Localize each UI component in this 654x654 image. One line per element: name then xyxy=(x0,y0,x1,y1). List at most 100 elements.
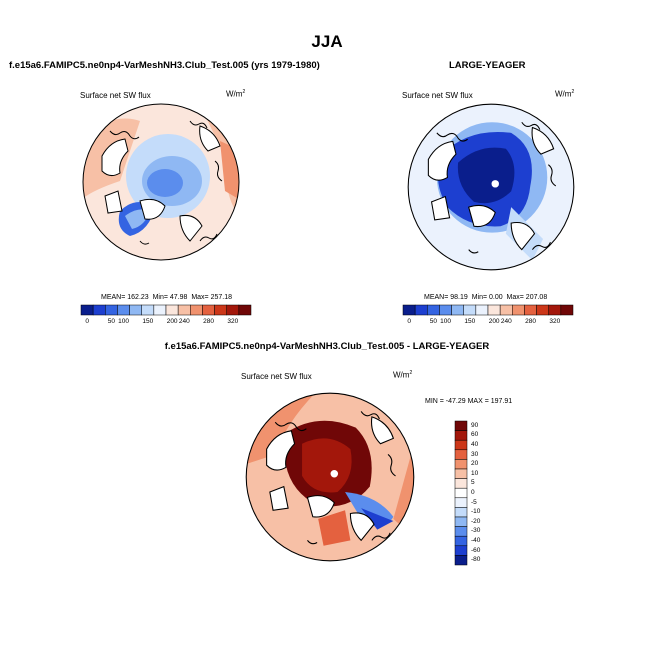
colorbar-box xyxy=(463,304,477,316)
colorbar-tick-label: 280 xyxy=(525,318,536,325)
land-mass xyxy=(179,215,203,242)
colorbar-box xyxy=(214,304,227,316)
figure-title: JJA xyxy=(311,32,343,51)
panel3-stats: MIN = -47.29 MAX = 197.91 xyxy=(425,398,513,405)
colorbar-tick-label: -5 xyxy=(471,498,477,506)
land-mass xyxy=(199,125,221,152)
colorbar-tick-label: -20 xyxy=(471,517,481,525)
map-boundary xyxy=(407,103,575,271)
colorbar-box xyxy=(475,304,489,316)
colorbar-tick-label: 60 xyxy=(471,431,479,439)
colorbar-box xyxy=(454,555,468,566)
colorbar-tick-label: 5 xyxy=(471,479,475,487)
colorbar-tick-label: 240 xyxy=(178,318,190,325)
coastline xyxy=(307,540,318,545)
coastline xyxy=(199,233,218,242)
panel1-map xyxy=(82,103,240,261)
colorbar-box xyxy=(165,304,179,316)
colorbar-tick-label: 40 xyxy=(471,441,479,448)
land-mass xyxy=(531,126,555,155)
colorbar-box xyxy=(402,304,416,316)
panel2-variable-label: Surface net SW flux xyxy=(402,91,473,100)
coastline xyxy=(531,241,551,250)
colorbar-box xyxy=(512,304,525,316)
land-mass xyxy=(269,485,289,511)
colorbar-box xyxy=(427,304,440,316)
colorbar-box xyxy=(105,304,118,316)
coastline xyxy=(371,532,391,541)
colorbar-tick-label: 320 xyxy=(549,318,561,325)
colorbar-box xyxy=(487,304,501,316)
colorbar-box xyxy=(454,420,468,431)
colorbar-tick-label: 90 xyxy=(471,421,479,429)
map-field xyxy=(408,104,574,270)
colorbar-tick-label: 100 xyxy=(440,318,451,325)
colorbar-box xyxy=(454,526,468,537)
colorbar-tick-label: 150 xyxy=(464,318,476,325)
colorbar-tick-label: 150 xyxy=(142,318,154,325)
colorbar-tick-label: 200 xyxy=(166,318,178,325)
colorbar-box xyxy=(560,304,574,316)
colorbar-box xyxy=(454,497,468,508)
land-mass xyxy=(371,416,395,445)
panel2-colorbar-labels: 0 50 100 150 200 240 280 320 xyxy=(403,318,573,328)
panel1-title: f.e15a6.FAMIPC5.ne0np4-VarMeshNH3.Club_T… xyxy=(9,60,320,71)
land-mass xyxy=(101,138,129,177)
colorbar-box xyxy=(536,304,549,316)
pole-hole xyxy=(491,180,499,188)
coastline xyxy=(360,411,380,420)
map-field xyxy=(83,104,239,260)
land-mass xyxy=(430,195,451,221)
land-mass xyxy=(104,190,123,214)
colorbar-box xyxy=(202,304,215,316)
colorbar-box xyxy=(454,507,468,518)
coastline xyxy=(274,421,307,432)
colorbar-tick-label: 0 xyxy=(85,318,89,325)
colorbar-tick-label: 30 xyxy=(471,450,479,458)
colorbar-box xyxy=(141,304,155,316)
panel3-variable-label: Surface net SW flux xyxy=(241,372,312,381)
panel1-colorbar xyxy=(80,304,252,316)
map-field xyxy=(246,393,414,561)
colorbar-box xyxy=(454,468,468,479)
coastline xyxy=(214,160,223,182)
colorbar-box xyxy=(454,535,468,547)
coastline xyxy=(436,132,468,142)
panel1-stats: MEAN= 162.23 Min= 47.98 Max= 257.18 xyxy=(101,294,233,301)
colorbar-tick-label: -40 xyxy=(471,537,481,544)
panel3-colorbar xyxy=(454,420,468,566)
land-mass xyxy=(266,430,296,471)
colorbar-box xyxy=(129,304,142,316)
coastline xyxy=(521,121,541,130)
colorbar-tick-label: 240 xyxy=(500,318,512,325)
land-mass xyxy=(139,198,166,220)
coastline xyxy=(547,164,557,187)
colorbar-box xyxy=(414,304,428,316)
land-mass xyxy=(468,204,496,228)
colorbar-box xyxy=(80,304,94,316)
colorbar-box xyxy=(226,304,240,316)
colorbar-box xyxy=(439,304,452,316)
colorbar-box xyxy=(238,304,252,316)
map-boundary xyxy=(82,103,240,261)
panel2-units: W/m2 xyxy=(555,89,575,99)
coastline xyxy=(109,130,140,140)
colorbar-box xyxy=(454,449,468,460)
panel1-colorbar-labels: 0 50 100 150 200 240 280 320 xyxy=(81,318,251,328)
colorbar-tick-label: 320 xyxy=(227,318,239,325)
colorbar-tick-label: 50 xyxy=(429,318,438,325)
colorbar-box xyxy=(454,478,468,489)
colorbar-tick-label: 200 xyxy=(488,318,500,325)
colorbar-tick-label: 280 xyxy=(203,318,214,325)
coastline xyxy=(189,120,208,129)
colorbar-tick-label: 0 xyxy=(471,489,475,496)
colorbar-tick-label: -30 xyxy=(471,527,481,535)
colorbar-tick-label: -10 xyxy=(471,508,481,516)
colorbar-tick-label: -60 xyxy=(471,546,481,554)
land-mass xyxy=(306,495,335,518)
coastline xyxy=(468,249,479,254)
land-mass xyxy=(510,222,536,251)
colorbar-tick-label: 20 xyxy=(471,460,479,468)
panel2-colorbar xyxy=(402,304,574,316)
panel1-units: W/m2 xyxy=(226,89,246,99)
